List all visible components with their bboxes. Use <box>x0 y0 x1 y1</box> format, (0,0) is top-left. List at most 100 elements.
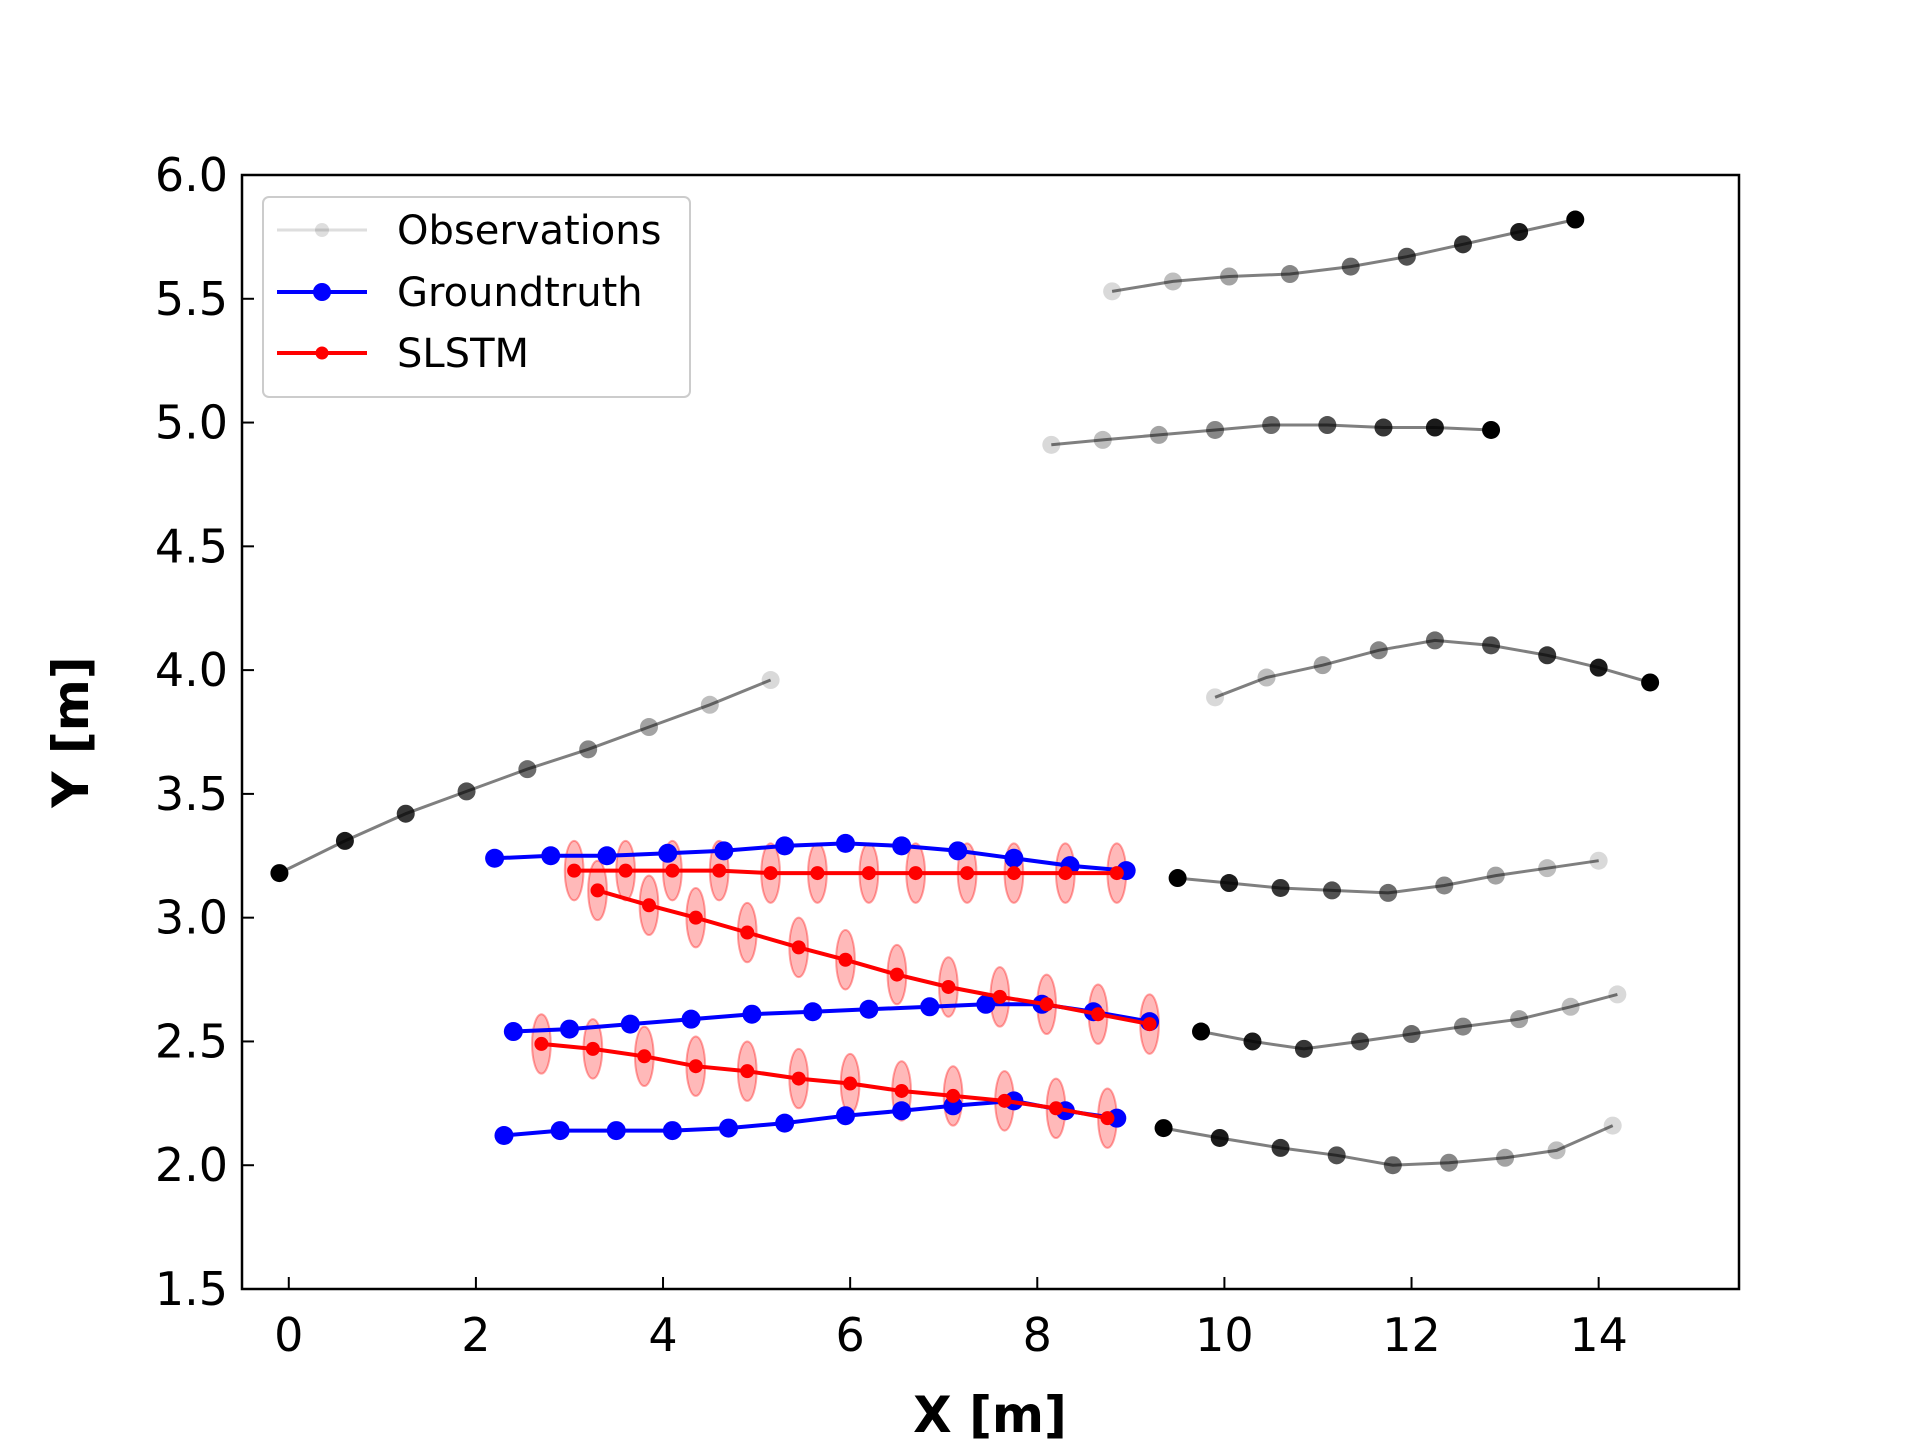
slstm-point <box>618 863 633 878</box>
observation-point <box>1154 1119 1173 1138</box>
groundtruth-point <box>559 1019 579 1039</box>
groundtruth-point <box>835 1106 855 1126</box>
slstm-point <box>843 1076 858 1091</box>
observation-point <box>1093 430 1112 449</box>
observation-point <box>1042 435 1061 454</box>
observation-point <box>1453 1017 1472 1036</box>
observation-point <box>1210 1128 1229 1147</box>
slstm-point <box>740 925 755 940</box>
plot-frame <box>240 173 1741 1291</box>
groundtruth-point <box>485 848 505 868</box>
observation-point <box>1351 1032 1370 1051</box>
groundtruth-point <box>658 843 678 863</box>
groundtruth-point <box>662 1121 682 1141</box>
slstm-point <box>1109 866 1124 881</box>
groundtruth-point <box>742 1004 762 1024</box>
slstm-series <box>567 863 1124 881</box>
slstm-series <box>534 1036 1115 1126</box>
x-tick-label: 6 <box>836 1308 865 1362</box>
slstm-point <box>992 989 1007 1004</box>
groundtruth-point <box>835 833 855 853</box>
slstm-point <box>960 866 975 881</box>
observation-point <box>1453 235 1472 254</box>
slstm-line <box>574 868 1117 876</box>
legend-swatch-marker-slstm <box>315 346 329 360</box>
observation-series <box>1154 1116 1622 1175</box>
x-tick-label: 0 <box>274 1308 303 1362</box>
slstm-series <box>590 883 1157 1032</box>
observation-point <box>396 804 415 823</box>
y-tick-label: 2.5 <box>155 1014 228 1068</box>
legend-label-groundtruth: Groundtruth <box>397 270 643 316</box>
observation-point <box>579 740 598 759</box>
observation-point <box>1327 1146 1346 1165</box>
slstm-point <box>1006 866 1021 881</box>
observation-point <box>1566 210 1585 229</box>
groundtruth-point <box>892 1101 912 1121</box>
observation-point <box>639 718 658 737</box>
slstm-point <box>908 866 923 881</box>
slstm-point <box>1039 997 1054 1012</box>
slstm-point <box>946 1088 961 1103</box>
observation-point <box>1206 420 1225 439</box>
y-tick-label: 4.0 <box>155 643 228 697</box>
observation-point <box>1262 416 1281 435</box>
y-tick-label: 3.5 <box>155 767 228 821</box>
observation-series <box>1168 851 1608 902</box>
observation-series <box>1042 416 1501 454</box>
observation-point <box>1323 881 1342 900</box>
slstm-point <box>1048 1101 1063 1116</box>
observation-point <box>1486 866 1505 885</box>
groundtruth-point <box>606 1121 626 1141</box>
groundtruth-point <box>1004 848 1024 868</box>
observation-point <box>1608 985 1627 1004</box>
y-tick-label: 5.0 <box>155 396 228 450</box>
observation-series <box>1206 631 1660 707</box>
observation-point <box>1589 851 1608 870</box>
observation-point <box>1369 641 1388 660</box>
groundtruth-point <box>803 1002 823 1022</box>
slstm-point <box>838 952 853 967</box>
slstm-point <box>894 1083 909 1098</box>
groundtruth-point <box>597 846 617 866</box>
observation-point <box>1402 1025 1421 1044</box>
observation-series <box>1103 210 1585 301</box>
observation-point <box>1510 1010 1529 1029</box>
x-tick-label: 2 <box>461 1308 490 1362</box>
observation-point <box>1397 247 1416 266</box>
legend-label-observations: Observations <box>397 208 661 254</box>
observation-point <box>1538 859 1557 878</box>
slstm-point <box>861 866 876 881</box>
axis-ticks: 0 2 4 6 8 10 12 14 1.5 2.0 2.5 3.0 3.5 4.0 4.5 5.0 5.5 6.… <box>155 148 1628 1362</box>
observation-point <box>1206 688 1225 707</box>
groundtruth-point <box>976 994 996 1014</box>
observation-point <box>1271 878 1290 897</box>
x-axis-label: X [m] <box>913 1386 1067 1440</box>
observation-point <box>1168 869 1187 888</box>
observation-point <box>1220 267 1239 286</box>
observation-point <box>1383 1156 1402 1175</box>
observation-point <box>1243 1032 1262 1051</box>
slstm-point <box>534 1036 549 1051</box>
observation-point <box>1510 222 1529 241</box>
y-tick-label: 6.0 <box>155 148 228 202</box>
y-tick-label: 1.5 <box>155 1262 228 1316</box>
legend-item-observations: Observations <box>277 208 661 254</box>
groundtruth-point <box>620 1014 640 1034</box>
y-tick-label: 5.5 <box>155 272 228 326</box>
groundtruth-point <box>719 1118 739 1138</box>
slstm-point <box>1100 1111 1115 1126</box>
observation-point <box>1561 997 1580 1016</box>
x-tick-label: 8 <box>1023 1308 1052 1362</box>
legend-frame <box>262 196 691 398</box>
slstm-point <box>810 866 825 881</box>
legend-item-groundtruth: Groundtruth <box>277 270 643 316</box>
observation-point <box>1547 1141 1566 1160</box>
observation-point <box>1496 1148 1515 1167</box>
x-tick-label: 14 <box>1569 1308 1628 1362</box>
slstm-point <box>889 967 904 982</box>
groundtruth-point <box>920 997 940 1017</box>
groundtruth-point <box>775 836 795 856</box>
observation-point <box>761 671 780 690</box>
